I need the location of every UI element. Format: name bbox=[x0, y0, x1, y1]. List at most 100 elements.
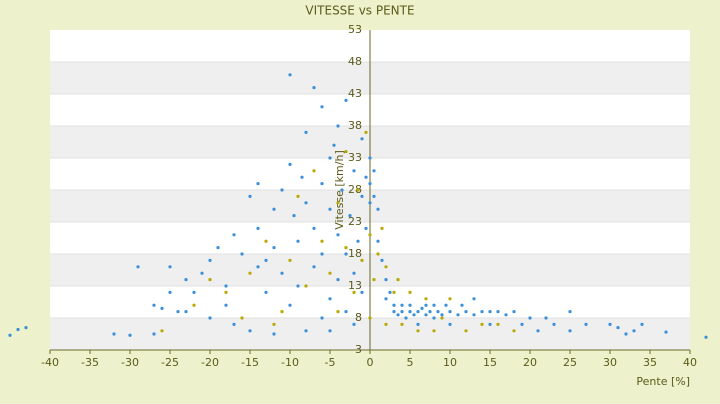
point bbox=[440, 316, 444, 320]
chart-title: VITESSE vs PENTE bbox=[305, 4, 414, 18]
x-tick-label: 20 bbox=[523, 356, 537, 369]
point bbox=[160, 329, 164, 333]
point bbox=[332, 143, 336, 147]
point bbox=[448, 297, 452, 301]
point bbox=[368, 182, 372, 186]
point bbox=[224, 290, 228, 294]
y-tick-label: 53 bbox=[348, 23, 362, 36]
point bbox=[368, 233, 372, 237]
x-tick-label: 35 bbox=[643, 356, 657, 369]
point bbox=[512, 329, 516, 333]
point bbox=[364, 130, 368, 134]
point bbox=[8, 333, 12, 337]
point bbox=[328, 271, 332, 275]
x-tick-label: 5 bbox=[407, 356, 414, 369]
y-tick-label: 23 bbox=[348, 215, 362, 228]
point bbox=[296, 239, 300, 243]
point bbox=[152, 332, 156, 336]
point bbox=[240, 252, 244, 256]
point bbox=[392, 303, 396, 307]
point bbox=[208, 258, 212, 262]
point bbox=[360, 137, 364, 141]
point bbox=[376, 207, 380, 211]
point bbox=[344, 98, 348, 102]
x-tick-label: 10 bbox=[443, 356, 457, 369]
x-tick-label: -40 bbox=[41, 356, 59, 369]
point bbox=[320, 239, 324, 243]
point bbox=[344, 252, 348, 256]
point bbox=[280, 271, 284, 275]
point bbox=[480, 310, 484, 314]
x-tick-label: 15 bbox=[483, 356, 497, 369]
point bbox=[384, 297, 388, 301]
point bbox=[552, 322, 556, 326]
point bbox=[208, 316, 212, 320]
point bbox=[192, 303, 196, 307]
point bbox=[320, 316, 324, 320]
point bbox=[424, 303, 428, 307]
point bbox=[360, 258, 364, 262]
x-tick-label: 30 bbox=[603, 356, 617, 369]
point bbox=[256, 265, 260, 269]
x-axis-label: Pente [%] bbox=[636, 375, 690, 388]
point bbox=[248, 271, 252, 275]
point bbox=[288, 73, 292, 77]
point bbox=[400, 303, 404, 307]
point bbox=[184, 310, 188, 314]
point bbox=[272, 207, 276, 211]
point bbox=[168, 265, 172, 269]
point bbox=[364, 226, 368, 230]
point bbox=[464, 329, 468, 333]
point bbox=[496, 310, 500, 314]
point bbox=[160, 306, 164, 310]
point bbox=[200, 271, 204, 275]
y-tick-label: 28 bbox=[348, 183, 362, 196]
point bbox=[436, 310, 440, 314]
point bbox=[392, 290, 396, 294]
y-tick-label: 33 bbox=[348, 151, 362, 164]
x-tick-label: -10 bbox=[281, 356, 299, 369]
point bbox=[232, 322, 236, 326]
point bbox=[448, 310, 452, 314]
point bbox=[360, 194, 364, 198]
point bbox=[392, 310, 396, 314]
point bbox=[632, 329, 636, 333]
point bbox=[584, 322, 588, 326]
point bbox=[664, 330, 668, 334]
point bbox=[312, 226, 316, 230]
point bbox=[404, 316, 408, 320]
point bbox=[424, 313, 428, 317]
point bbox=[408, 290, 412, 294]
x-tick-label: 25 bbox=[563, 356, 577, 369]
x-tick-label: -25 bbox=[161, 356, 179, 369]
point bbox=[416, 329, 420, 333]
point bbox=[340, 188, 344, 192]
point bbox=[344, 150, 348, 154]
point bbox=[304, 329, 308, 333]
point bbox=[456, 313, 460, 317]
point bbox=[300, 175, 304, 179]
point bbox=[352, 322, 356, 326]
point bbox=[488, 322, 492, 326]
point bbox=[448, 322, 452, 326]
point bbox=[464, 310, 468, 314]
point bbox=[328, 329, 332, 333]
point bbox=[460, 303, 464, 307]
point bbox=[272, 322, 276, 326]
point bbox=[420, 306, 424, 310]
point bbox=[432, 329, 436, 333]
point bbox=[288, 162, 292, 166]
point bbox=[288, 258, 292, 262]
point bbox=[336, 124, 340, 128]
point bbox=[264, 258, 268, 262]
x-tick-label: -15 bbox=[241, 356, 259, 369]
point bbox=[280, 310, 284, 314]
point bbox=[296, 284, 300, 288]
point bbox=[368, 316, 372, 320]
point bbox=[388, 290, 392, 294]
point bbox=[264, 239, 268, 243]
point bbox=[344, 246, 348, 250]
point bbox=[256, 182, 260, 186]
point bbox=[384, 278, 388, 282]
point bbox=[616, 326, 620, 330]
